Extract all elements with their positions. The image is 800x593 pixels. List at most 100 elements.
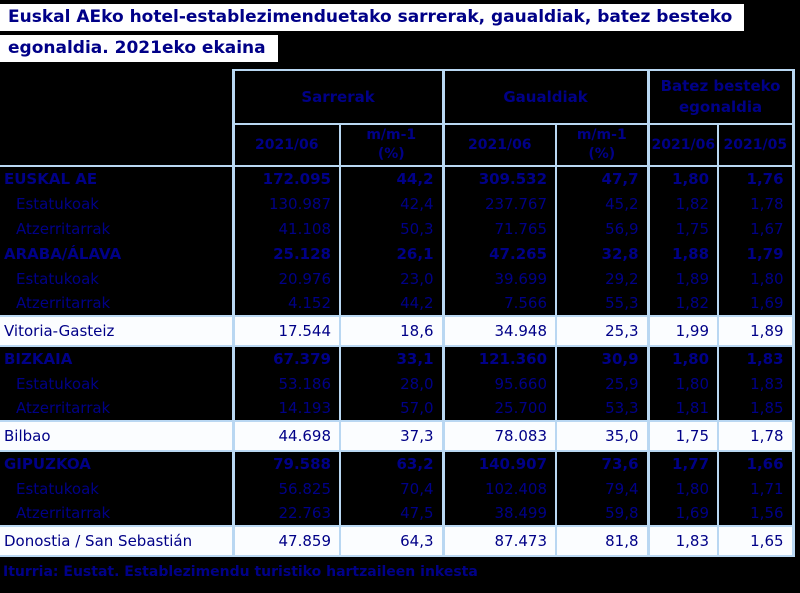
cell-value: 41.108 bbox=[231, 216, 340, 241]
cell-value: 37,3 bbox=[338, 420, 444, 452]
cell-value: 95.660 bbox=[441, 371, 557, 396]
cell-value: 17.544 bbox=[231, 315, 340, 347]
cell-value: 1,69 bbox=[646, 501, 719, 526]
table-row: Bilbao 44.698 37,3 78.083 35,0 1,75 1,78 bbox=[0, 420, 795, 452]
cell-value: 47.265 bbox=[441, 241, 557, 266]
cell-value: 38.499 bbox=[441, 501, 557, 526]
table-row: Atzerritarrak 22.763 47,5 38.499 59,8 1,69 1,5… bbox=[0, 501, 795, 526]
cell-value: 30,9 bbox=[555, 346, 649, 371]
cell-value: 18,6 bbox=[338, 315, 444, 347]
cell-value: 1,56 bbox=[717, 501, 795, 526]
cell-value: 53,3 bbox=[555, 396, 649, 421]
cell-value: 50,3 bbox=[338, 216, 444, 241]
cell-value: 33,1 bbox=[338, 346, 444, 371]
cell-value: 172.095 bbox=[231, 166, 340, 191]
page-title-line-1: Euskal AEko hotel-establezimenduetako sa… bbox=[0, 4, 745, 31]
cell-value: 1,80 bbox=[646, 166, 719, 191]
table-row: Atzerritarrak 14.193 57,0 25.700 53,3 1,81 1,8… bbox=[0, 396, 795, 421]
table-row: Donostia / San Sebastián 47.859 64,3 87.473… bbox=[0, 525, 795, 557]
cell-value: 1,85 bbox=[717, 396, 795, 421]
cell-value: 1,83 bbox=[717, 346, 795, 371]
row-label: Vitoria-Gasteiz bbox=[0, 315, 233, 347]
cell-value: 53.186 bbox=[231, 371, 340, 396]
cell-value: 81,8 bbox=[555, 525, 649, 557]
cell-value: 102.408 bbox=[441, 476, 557, 501]
row-label: Atzerritarrak bbox=[16, 399, 111, 417]
table-row: Estatukoak 20.976 23,0 39.699 29,2 1,89 1,80 bbox=[0, 266, 795, 291]
cell-value: 130.987 bbox=[231, 191, 340, 216]
cell-value: 56,9 bbox=[555, 216, 649, 241]
sub-header: m/m-1 (%) bbox=[555, 123, 650, 167]
stats-table: Sarrerak Gaualdiak Batez besteko egonaldia… bbox=[0, 69, 795, 557]
cell-value: 121.360 bbox=[441, 346, 557, 371]
footer-source: Iturria: Eustat. Establezimendu turistik… bbox=[0, 557, 800, 580]
cell-value: 237.767 bbox=[441, 191, 557, 216]
page-title: Euskal AEko hotel-establezimenduetako sa… bbox=[0, 0, 800, 66]
cell-value: 20.976 bbox=[231, 266, 340, 291]
table-row: GIPUZKOA 79.588 63,2 140.907 73,6 1,77 1,66 bbox=[0, 451, 795, 476]
table-row: ARABA/ÁLAVA 25.128 26,1 47.265 32,8 1,88 1,79 bbox=[0, 241, 795, 266]
table-row: Estatukoak 130.987 42,4 237.767 45,2 1,82 1,78 bbox=[0, 191, 795, 216]
page-title-line-2: egonaldia. 2021eko ekaina bbox=[0, 35, 278, 62]
cell-value: 79.588 bbox=[231, 451, 340, 476]
cell-value: 4.152 bbox=[231, 291, 340, 316]
row-label: Estatukoak bbox=[16, 374, 99, 393]
row-label: Estatukoak bbox=[16, 479, 99, 498]
row-label: EUSKAL AE bbox=[4, 170, 98, 188]
group-header: Sarrerak bbox=[231, 69, 445, 125]
cell-value: 47,5 bbox=[338, 501, 444, 526]
cell-value: 1,88 bbox=[646, 241, 719, 266]
cell-value: 25.700 bbox=[441, 396, 557, 421]
cell-value: 56.825 bbox=[231, 476, 340, 501]
sub-header: 2021/06 bbox=[231, 123, 341, 167]
cell-value: 1,80 bbox=[717, 266, 795, 291]
cell-value: 25,3 bbox=[555, 315, 649, 347]
row-label: GIPUZKOA bbox=[4, 455, 91, 473]
cell-value: 1,69 bbox=[717, 291, 795, 316]
table-corner bbox=[0, 70, 233, 167]
row-label: Atzerritarrak bbox=[16, 294, 111, 312]
cell-value: 1,79 bbox=[717, 241, 795, 266]
cell-value: 1,89 bbox=[646, 266, 719, 291]
cell-value: 1,75 bbox=[646, 420, 719, 452]
table-row: Vitoria-Gasteiz 17.544 18,6 34.948 25,3 1,99 1… bbox=[0, 315, 795, 347]
cell-value: 63,2 bbox=[338, 451, 444, 476]
cell-value: 71.765 bbox=[441, 216, 557, 241]
cell-value: 1,67 bbox=[717, 216, 795, 241]
cell-value: 79,4 bbox=[555, 476, 649, 501]
cell-value: 67.379 bbox=[231, 346, 340, 371]
cell-value: 35,0 bbox=[555, 420, 649, 452]
cell-value: 1,82 bbox=[646, 191, 719, 216]
sub-header: 2021/05 bbox=[717, 123, 795, 167]
cell-value: 47.859 bbox=[231, 525, 340, 557]
row-label: Donostia / San Sebastián bbox=[0, 525, 233, 557]
cell-value: 73,6 bbox=[555, 451, 649, 476]
cell-value: 44,2 bbox=[338, 166, 444, 191]
cell-value: 1,81 bbox=[646, 396, 719, 421]
table-row: BIZKAIA 67.379 33,1 121.360 30,9 1,80 1,83 bbox=[0, 346, 795, 371]
cell-value: 78.083 bbox=[441, 420, 557, 452]
cell-value: 1,65 bbox=[717, 525, 795, 557]
cell-value: 47,7 bbox=[555, 166, 649, 191]
group-header: Batez besteko egonaldia bbox=[646, 69, 795, 125]
table-row: Estatukoak 53.186 28,0 95.660 25,9 1,80 1,83 bbox=[0, 371, 795, 396]
cell-value: 28,0 bbox=[338, 371, 444, 396]
row-label: Estatukoak bbox=[16, 194, 99, 213]
cell-value: 87.473 bbox=[441, 525, 557, 557]
cell-value: 25.128 bbox=[231, 241, 340, 266]
cell-value: 1,83 bbox=[646, 525, 719, 557]
sub-header: 2021/06 bbox=[646, 123, 720, 167]
table-row: Atzerritarrak 41.108 50,3 71.765 56,9 1,75 1,6… bbox=[0, 216, 795, 241]
row-label: Atzerritarrak bbox=[16, 219, 111, 238]
cell-value: 1,66 bbox=[717, 451, 795, 476]
cell-value: 25,9 bbox=[555, 371, 649, 396]
table-row: Estatukoak 56.825 70,4 102.408 79,4 1,80 1,71 bbox=[0, 476, 795, 501]
group-header: Gaualdiak bbox=[441, 69, 650, 125]
cell-value: 55,3 bbox=[555, 291, 649, 316]
cell-value: 1,80 bbox=[646, 371, 719, 396]
cell-value: 34.948 bbox=[441, 315, 557, 347]
cell-value: 1,89 bbox=[717, 315, 795, 347]
row-label: ARABA/ÁLAVA bbox=[4, 244, 122, 263]
cell-value: 1,71 bbox=[717, 476, 795, 501]
cell-value: 1,78 bbox=[717, 191, 795, 216]
